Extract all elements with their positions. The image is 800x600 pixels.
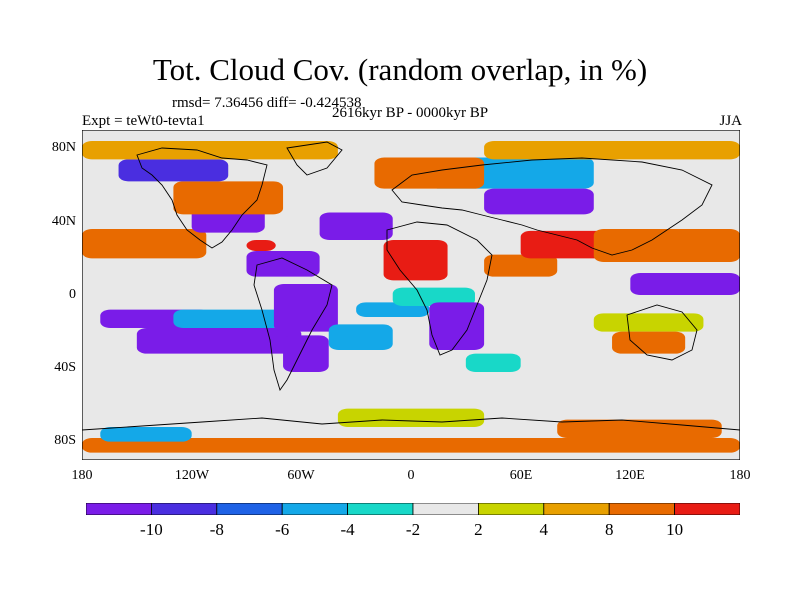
coastline-north-america bbox=[136, 147, 268, 249]
anomaly-region bbox=[392, 287, 475, 306]
colorbar-swatch bbox=[543, 503, 610, 515]
x-tick-label-120e: 120E bbox=[615, 468, 645, 483]
season-label: JJA bbox=[719, 113, 742, 129]
y-tick-label-40s: 40S bbox=[54, 360, 76, 375]
map-plot-area bbox=[82, 130, 740, 460]
colorbar-label: -10 bbox=[140, 520, 163, 539]
colorbar-swatch bbox=[216, 503, 283, 515]
anomaly-region bbox=[82, 438, 740, 453]
coastline-antarctica bbox=[82, 417, 740, 431]
colorbar-swatch bbox=[347, 503, 414, 515]
colorbar-label: 10 bbox=[666, 520, 684, 539]
anomaly-region bbox=[328, 324, 393, 350]
anomaly-region bbox=[429, 302, 485, 350]
colorbar-label: -2 bbox=[405, 520, 421, 539]
y-tick-label-0: 0 bbox=[69, 287, 76, 302]
coastline-europe-asia bbox=[391, 157, 713, 256]
anomaly-region bbox=[173, 309, 284, 328]
colorbar-swatch bbox=[477, 503, 545, 515]
colorbar-swatch bbox=[674, 503, 740, 515]
world-map bbox=[82, 130, 740, 460]
anomaly-region bbox=[593, 229, 740, 262]
colorbar-label: 2 bbox=[474, 520, 483, 539]
y-tick-label-80n: 80N bbox=[51, 140, 76, 155]
colorbar-label: 8 bbox=[604, 520, 614, 539]
anomaly-region bbox=[118, 159, 229, 182]
experiment-label: Expt = teWt0-tevta1 bbox=[82, 113, 205, 129]
anomaly-region bbox=[374, 157, 485, 189]
colorbar-swatch bbox=[608, 503, 676, 515]
x-tick-label-120w: 120W bbox=[174, 468, 210, 483]
anomaly-region bbox=[383, 240, 448, 281]
x-tick-label-180e: 180 bbox=[729, 468, 751, 483]
anomaly-region bbox=[283, 335, 329, 372]
colorbar-swatches bbox=[86, 503, 740, 515]
anomaly-region bbox=[484, 141, 740, 160]
colorbar-swatch bbox=[412, 503, 479, 515]
anomaly-region bbox=[100, 427, 192, 442]
anomaly-region bbox=[273, 284, 338, 332]
anomaly-region bbox=[246, 251, 320, 277]
anomaly-region bbox=[136, 328, 302, 354]
anomaly-region bbox=[82, 141, 338, 160]
colorbar-label: 4 bbox=[539, 520, 549, 539]
colorbar-swatch bbox=[281, 503, 348, 515]
anomaly-region bbox=[612, 331, 686, 354]
map-title: Tot. Cloud Cov. (random overlap, in %) bbox=[152, 52, 648, 87]
anomaly-region bbox=[484, 188, 594, 215]
coastlines bbox=[82, 141, 740, 431]
colorbar-swatch bbox=[151, 503, 218, 515]
coastline-greenland bbox=[286, 141, 343, 176]
colorbar bbox=[86, 503, 740, 515]
x-tick-label-60e: 60E bbox=[509, 468, 533, 483]
coastline-south-america bbox=[253, 257, 333, 392]
y-tick-label-80s: 80S bbox=[54, 433, 76, 448]
anomaly-region bbox=[630, 273, 740, 295]
anomaly-region bbox=[484, 254, 558, 277]
colorbar-swatch bbox=[86, 503, 152, 515]
anomaly-region bbox=[593, 313, 704, 332]
x-tick-label-0: 0 bbox=[407, 468, 415, 483]
anomaly-region bbox=[520, 230, 613, 259]
anomaly-region bbox=[173, 181, 284, 215]
x-tick-label-60w: 60W bbox=[287, 468, 315, 483]
period-subtitle: 2616kyr BP - 0000kyr BP bbox=[331, 105, 489, 121]
anomaly-region bbox=[82, 229, 207, 259]
anomaly-regions bbox=[82, 141, 740, 453]
anomaly-region bbox=[465, 353, 521, 372]
anomaly-region bbox=[246, 240, 276, 251]
stats-subtitle: rmsd= 7.36456 diff= -0.424538 bbox=[172, 95, 362, 111]
colorbar-label: -6 bbox=[275, 520, 290, 539]
colorbar-label: -4 bbox=[340, 520, 355, 539]
y-tick-label-40n: 40N bbox=[51, 214, 76, 229]
coastline-australia bbox=[626, 304, 698, 361]
x-tick-label-180w: 180 bbox=[71, 468, 93, 483]
anomaly-region bbox=[557, 419, 722, 438]
anomaly-region bbox=[337, 408, 485, 427]
colorbar-label: -8 bbox=[209, 520, 224, 539]
anomaly-region bbox=[319, 212, 393, 240]
coastline-africa bbox=[386, 221, 493, 356]
